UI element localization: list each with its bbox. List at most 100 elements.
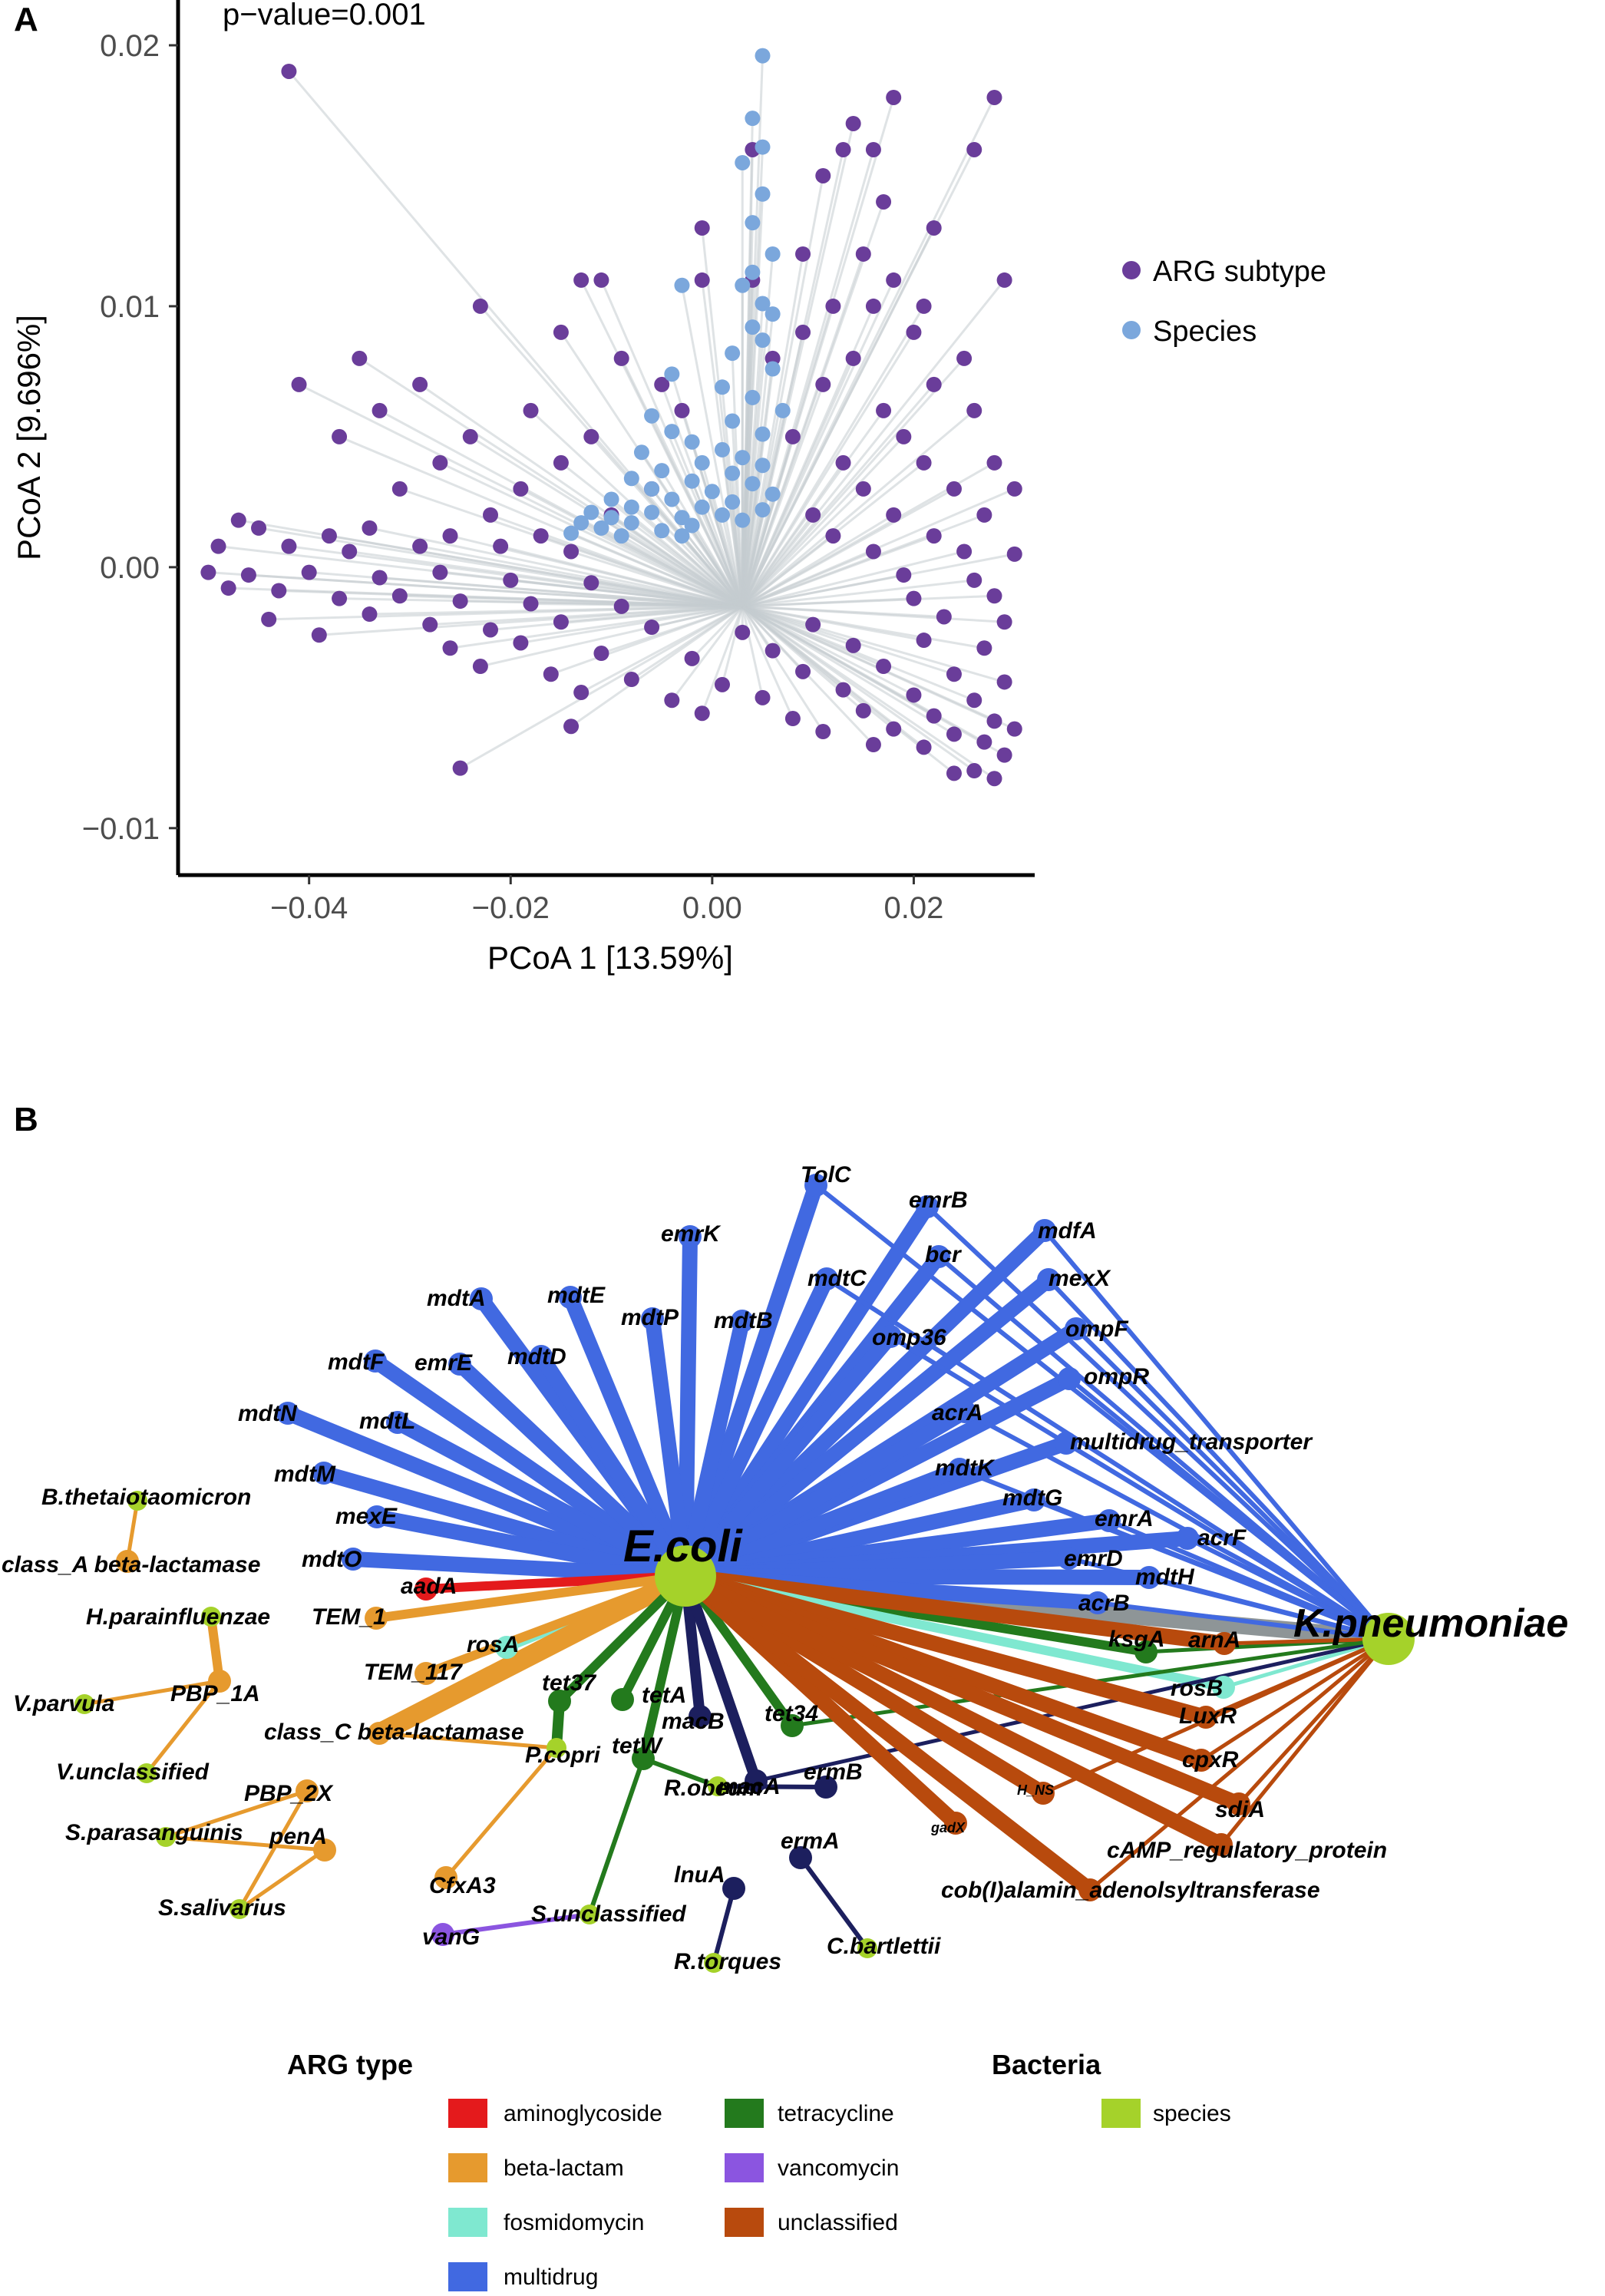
edge-pena: [237, 1848, 327, 1911]
label-cob-i-alamin-adenolsyltransferase: cob(I)alamin_adenolsyltransferase: [941, 1878, 1320, 1903]
connector-line: [731, 501, 744, 607]
connector-line: [742, 605, 1005, 623]
species-point: [735, 512, 751, 528]
arg-subtype-point: [543, 666, 559, 682]
connector-line: [721, 514, 744, 607]
arg-subtype-point: [1006, 481, 1022, 497]
arg-subtype-point: [926, 528, 942, 544]
edge-pbp-1a: [144, 1679, 222, 1776]
arg-subtype-point: [412, 538, 428, 554]
connector-line: [741, 605, 985, 649]
label-cfxa3: CfxA3: [429, 1873, 496, 1898]
connector-line: [480, 605, 743, 668]
node-mexx: [1037, 1268, 1060, 1291]
species-point: [664, 491, 680, 507]
edge-tem-1: [372, 1571, 690, 1623]
label-vang: vanG: [422, 1924, 480, 1950]
node-emra: [1098, 1509, 1121, 1532]
species-point: [583, 504, 599, 520]
legend-label-tetracycline: tetracycline: [778, 2101, 894, 2126]
legend-swatch-species: [1101, 2099, 1141, 2128]
network-legend: ARG type Bacteria aminoglycoside beta-lacta…: [287, 2049, 1231, 2291]
label-rosb: rosB: [1171, 1676, 1223, 1701]
connector-line: [248, 573, 743, 608]
node-erma: [789, 1846, 812, 1869]
arg-subtype-point: [513, 635, 529, 651]
connector-line: [319, 605, 743, 636]
edge-acra: [678, 1404, 973, 1584]
arg-subtype-point: [855, 246, 871, 262]
label-mexe: mexE: [335, 1504, 398, 1529]
label-maca: macA: [718, 1774, 781, 1799]
arg-subtype-point: [976, 734, 992, 750]
legend-dot: [1122, 261, 1141, 279]
arg-subtype-point: [694, 272, 710, 288]
label-tet34: tet34: [765, 1701, 818, 1726]
edge-tetw: [587, 1756, 646, 1917]
arg-subtype-point: [654, 376, 670, 392]
scatter-legend: ARG subtype Species: [1122, 256, 1326, 348]
species-point: [694, 454, 710, 471]
arg-subtype-point: [926, 220, 942, 236]
node-sdia: [1227, 1792, 1250, 1815]
label-p-copri: P.copri: [525, 1743, 600, 1768]
edge-multidrug-transporter: [1064, 1441, 1391, 1641]
node-vang: [431, 1923, 454, 1946]
species-point: [714, 441, 730, 458]
connector-line: [650, 487, 744, 607]
legend-dot: [1122, 321, 1141, 339]
species-point: [725, 345, 741, 362]
species-point: [725, 413, 741, 429]
species-point: [755, 48, 771, 64]
node-camp-regulatory-protein: [1210, 1833, 1233, 1856]
arg-subtype-point: [815, 724, 831, 740]
label-macb: macB: [662, 1709, 725, 1734]
arg-subtype-point: [986, 771, 1002, 787]
node-e-coli-hub: [655, 1545, 716, 1607]
arg-subtype-point: [906, 324, 922, 340]
label-acrf: acrF: [1197, 1525, 1247, 1551]
species-point: [694, 499, 710, 515]
arg-subtype-point: [926, 708, 942, 724]
label-mdtm: mdtM: [274, 1462, 336, 1487]
arg-subtype-point: [483, 507, 499, 523]
arg-network: TolC emrB mdfA emrK bcr mdtC mexX mdtA mdtE mdtP m…: [2, 1162, 1568, 1974]
connector-line: [459, 605, 743, 769]
label-mdte: mdtE: [547, 1283, 606, 1308]
node-tet37: [548, 1690, 571, 1713]
arg-subtype-point: [462, 428, 478, 444]
arg-subtype-point: [996, 614, 1012, 630]
connector-line: [288, 71, 744, 607]
node-class-c-beta-lactamase: [368, 1722, 391, 1745]
x-tick-label: −0.04: [270, 891, 348, 925]
x-tick-label: 0.02: [884, 891, 944, 925]
connector-line: [741, 253, 804, 607]
node-ermb: [814, 1776, 837, 1799]
arg-subtype-point: [442, 640, 458, 656]
species-point: [745, 319, 761, 335]
label-tem-117: TEM_117: [364, 1660, 463, 1685]
species-point: [725, 494, 741, 510]
arg-subtype-point: [281, 63, 297, 79]
arg-subtype-point: [916, 454, 932, 471]
connector-line: [701, 507, 744, 607]
connector-line: [741, 483, 754, 606]
label-r-torques: R.torques: [674, 1949, 781, 1974]
connector-line: [369, 605, 743, 616]
label-mdtk: mdtK: [935, 1455, 996, 1481]
label-pena: penA: [269, 1824, 327, 1849]
label-arna: arnA: [1188, 1627, 1240, 1653]
label-v-unclassified: V.unclassified: [56, 1759, 210, 1785]
edge-mdtp: [645, 1311, 693, 1584]
edge-ermb: [715, 1784, 828, 1789]
edge-pbp-2x: [163, 1789, 309, 1839]
legend-title-bacteria: Bacteria: [992, 2049, 1101, 2080]
node-p-copri: [547, 1738, 566, 1758]
species-point: [745, 476, 761, 492]
edge-maca: [680, 1571, 761, 1786]
label-camp-regulatory-protein: cAMP_regulatory_protein: [1107, 1838, 1387, 1863]
connector-line: [741, 487, 864, 607]
legend-label-multidrug: multidrug: [504, 2265, 598, 2290]
panel-b-letter: B: [14, 1101, 38, 1138]
label-ompf: ompF: [1065, 1316, 1128, 1342]
